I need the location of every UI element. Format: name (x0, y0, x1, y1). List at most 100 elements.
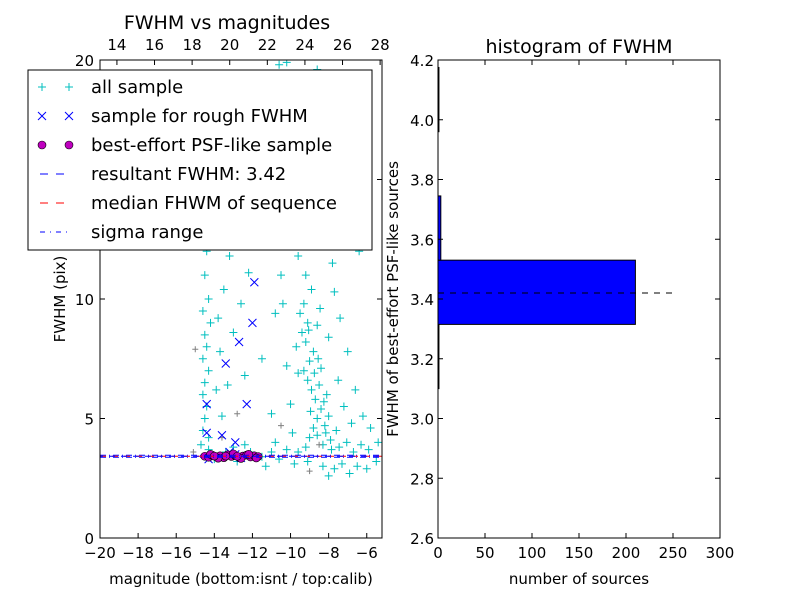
all-sample-point (319, 397, 328, 406)
all-sample-point (204, 295, 213, 303)
rough-fwhm-sample-point (202, 428, 212, 438)
top-x-tick-label: 14 (107, 36, 126, 54)
all-sample-point (311, 395, 320, 404)
all-sample-point (321, 428, 330, 437)
all-sample-point (267, 447, 276, 456)
all-sample-point (303, 376, 312, 385)
top-x-tick-label: 16 (145, 36, 164, 54)
all-sample-point (304, 326, 313, 335)
hist-y-tick-label: 3.0 (410, 411, 434, 429)
histogram-bar (437, 259, 636, 325)
rough-fwhm-sample-point (230, 438, 240, 447)
all-sample-point (198, 306, 207, 315)
hist-x-tick-label: 200 (612, 544, 641, 562)
all-sample-point (282, 445, 291, 454)
all-sample-point (214, 314, 223, 323)
all-sample-point (306, 407, 315, 416)
all-sample-point (324, 412, 333, 421)
all-sample-point (200, 330, 209, 339)
hist-y-tick-label: 3.8 (410, 172, 434, 190)
x-tick-label: −10 (275, 544, 307, 562)
all-sample-point (364, 445, 373, 454)
legend-circle-marker (64, 140, 74, 150)
legend-x-marker (64, 111, 74, 121)
other-sample-point (306, 468, 313, 475)
rough-fwhm-sample-point (242, 399, 252, 409)
hist-y-tick-label: 3.4 (410, 291, 434, 309)
legend-plus-marker (65, 83, 73, 91)
all-sample-point (288, 428, 297, 437)
rough-fwhm-sample-point (217, 430, 227, 440)
hist-x-tick-label: 150 (565, 544, 594, 562)
all-sample-point (206, 318, 215, 327)
all-sample-point (225, 251, 234, 260)
x-tick-label: −14 (198, 544, 230, 562)
left-x-axis-label: magnitude (bottom:isnt / top:calib) (109, 570, 373, 588)
legend-plus-marker (38, 83, 46, 91)
legend-label: best-effort PSF-like sample (91, 135, 332, 156)
all-sample-point (315, 381, 324, 390)
hist-y-tick-label: 4.2 (410, 52, 434, 70)
other-sample-point (316, 441, 323, 448)
all-sample-point (374, 438, 382, 447)
other-sample-point (192, 346, 199, 353)
all-sample-point (240, 371, 249, 380)
all-sample-point (229, 328, 238, 337)
y-tick-label: 20 (75, 52, 94, 70)
all-sample-point (200, 414, 209, 423)
all-sample-point (305, 433, 314, 442)
all-sample-point (313, 321, 322, 330)
all-sample-point (290, 459, 299, 468)
hist-x-tick-label: 300 (706, 544, 735, 562)
all-sample-point (320, 421, 329, 430)
all-sample-point (261, 462, 270, 471)
all-sample-point (305, 357, 314, 366)
all-sample-point (357, 440, 366, 449)
all-sample-point (244, 268, 253, 277)
hist-x-tick-label: 250 (659, 544, 688, 562)
x-tick-label: −8 (318, 544, 340, 562)
hist-x-tick-label: 50 (475, 544, 494, 562)
all-sample-point (362, 464, 371, 473)
y-tick-label: 0 (84, 530, 94, 548)
all-sample-point (349, 447, 358, 456)
all-sample-point (332, 426, 341, 435)
all-sample-point (219, 285, 228, 294)
all-sample-point (296, 309, 305, 318)
all-sample-point (366, 424, 375, 433)
all-sample-point (275, 60, 284, 69)
y-tick-label: 5 (84, 411, 94, 429)
left-chart-title: FWHM vs magnitudes (124, 12, 330, 34)
all-sample-point (318, 462, 327, 471)
all-sample-point (198, 354, 207, 363)
all-sample-point (326, 436, 335, 445)
rough-fwhm-sample-point (234, 337, 244, 347)
x-tick-label: −6 (356, 544, 378, 562)
all-sample-point (324, 471, 333, 480)
top-x-tick-label: 22 (258, 36, 277, 54)
legend-label: sample for rough FWHM (91, 106, 308, 127)
other-sample-point (190, 448, 197, 455)
hist-y-tick-label: 3.6 (410, 231, 434, 249)
all-sample-point (324, 333, 333, 342)
legend-entry: median FHWM of sequence (40, 193, 337, 214)
rough-fwhm-sample-point (202, 399, 212, 409)
y-tick-label: 10 (75, 291, 94, 309)
all-sample-point (277, 271, 286, 280)
all-sample-point (294, 447, 303, 456)
all-sample-point (322, 390, 331, 399)
rough-fwhm-sample-point (248, 318, 257, 328)
top-x-tick-label: 20 (220, 36, 239, 54)
all-sample-point (271, 438, 280, 447)
all-sample-point (294, 369, 303, 378)
all-sample-point (353, 462, 362, 471)
legend-circle-marker (37, 140, 47, 150)
x-tick-label: −18 (122, 544, 154, 562)
all-sample-point (345, 469, 354, 478)
all-sample-point (240, 440, 249, 449)
all-sample-point (307, 285, 316, 294)
rough-fwhm-sample-point (221, 359, 231, 368)
all-sample-point (309, 347, 318, 356)
